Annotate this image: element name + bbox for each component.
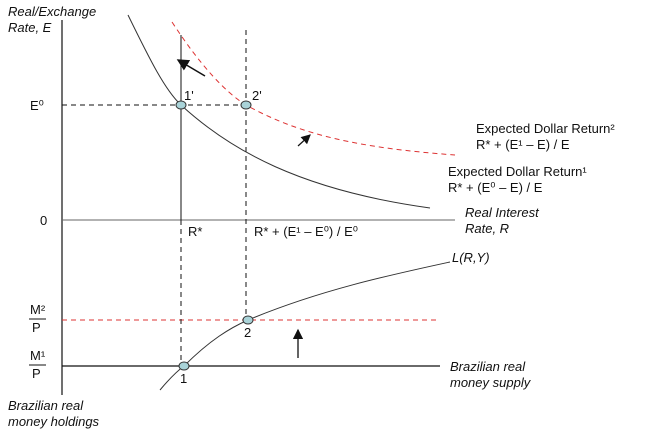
point: [175, 100, 187, 110]
point-label: 1': [184, 88, 194, 103]
y-axis-label: Rate, E: [8, 20, 52, 35]
x-axis-label: Real Interest: [465, 205, 540, 220]
tick-label: E⁰: [30, 98, 44, 113]
return-curve-2: [171, 21, 456, 156]
point-label: 1: [180, 371, 187, 386]
point: [242, 315, 254, 325]
point: [178, 361, 190, 371]
curve-label: L(R,Y): [452, 250, 490, 265]
curve-label: money supply: [450, 375, 532, 390]
liquidity-curve: [159, 261, 451, 391]
axes: [61, 14, 456, 395]
point-label: 2: [244, 325, 251, 340]
shift-arrow: [297, 134, 311, 147]
curve-label: Expected Dollar Return²: [476, 121, 615, 136]
return-curve-1: [127, 14, 431, 209]
points: [175, 100, 254, 371]
tick-label: M²: [30, 302, 46, 317]
point-label: 2': [252, 88, 262, 103]
curve-label: Brazilian real: [450, 359, 526, 374]
x-axis-label: Rate, R: [465, 221, 509, 236]
curve-label: Brazilian real: [8, 398, 84, 413]
tick-label: P: [32, 320, 41, 335]
curve-label: R* + (E¹ – E) / E: [476, 137, 570, 152]
curve-label: Expected Dollar Return¹: [448, 164, 587, 179]
point: [240, 100, 252, 110]
tick-label: P: [32, 366, 41, 381]
shift-arrow: [176, 59, 206, 77]
tick-label: 0: [40, 213, 47, 228]
curve-label: money holdings: [8, 414, 100, 429]
rate-label: R* + (E¹ – E⁰) / E⁰: [254, 224, 358, 239]
rate-label: R*: [188, 224, 202, 239]
curve-label: R* + (E⁰ – E) / E: [448, 180, 543, 195]
tick-label: M¹: [30, 348, 46, 363]
y-axis-label: Real/Exchange: [8, 4, 96, 19]
